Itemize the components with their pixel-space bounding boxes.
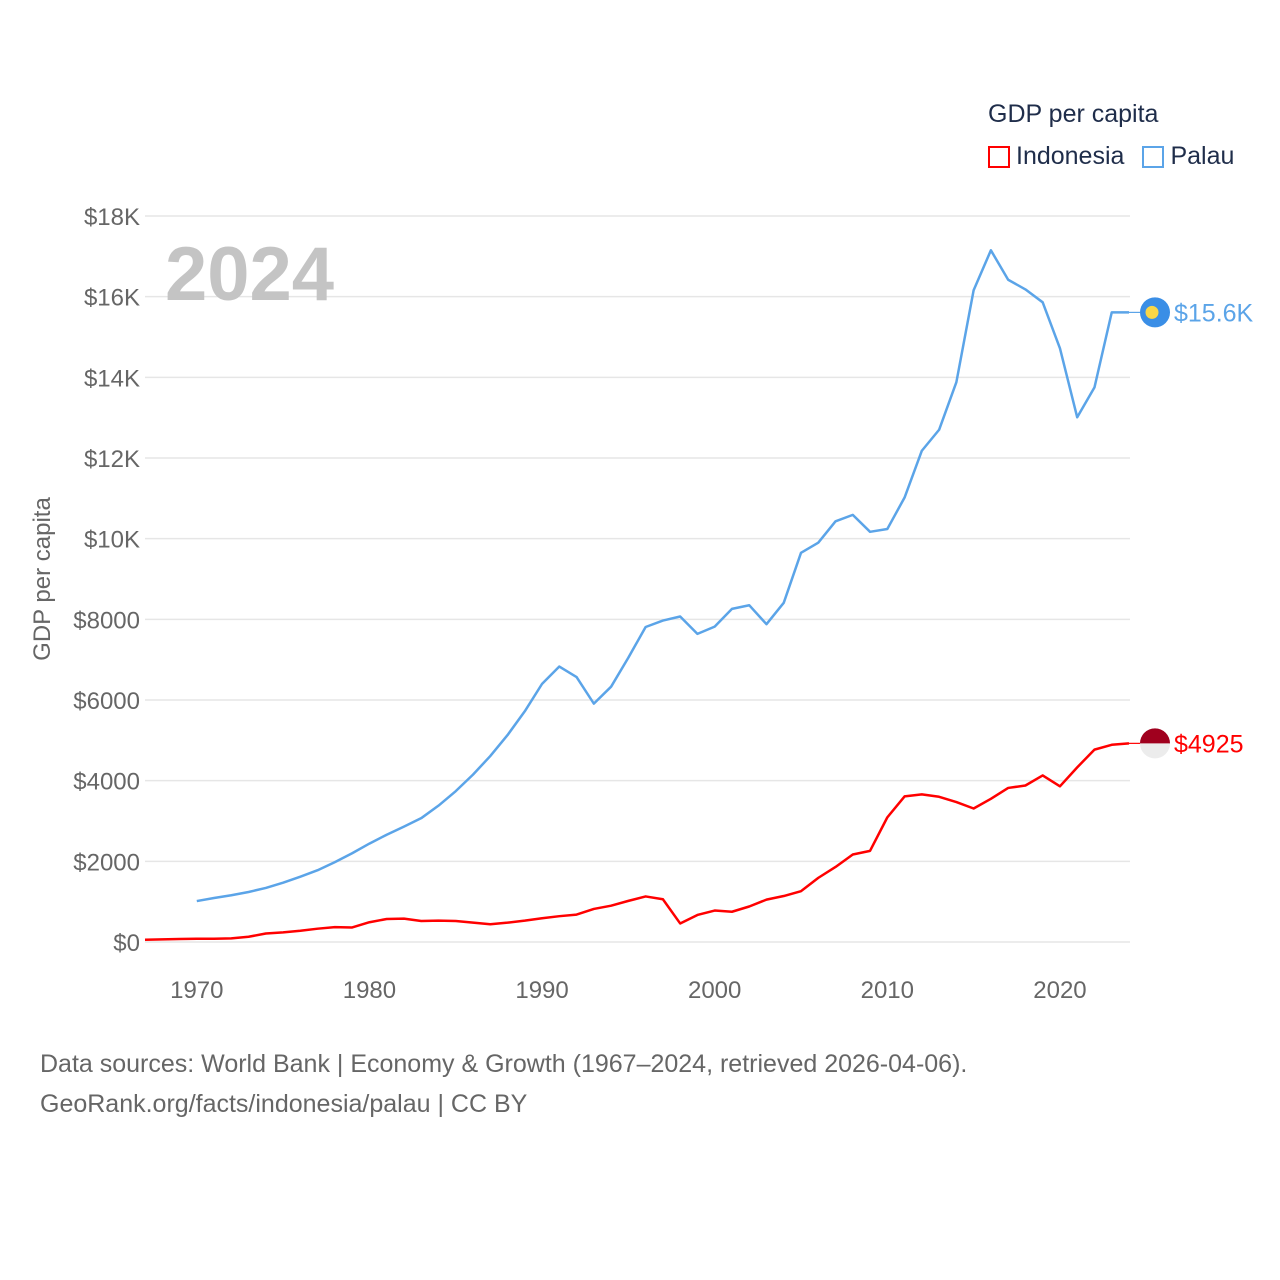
x-tick-label: 1970	[170, 977, 223, 1004]
series-line-indonesia	[144, 742, 1130, 942]
indonesia-swatch	[988, 145, 1010, 168]
y-tick-label: $0	[113, 930, 140, 957]
end-value-label: $15.6K	[1174, 299, 1254, 327]
legend-label: Indonesia	[1016, 142, 1125, 170]
x-tick-label: 1990	[515, 977, 568, 1004]
y-tick-label: $16K	[84, 285, 140, 312]
y-tick-label: $6000	[73, 688, 140, 715]
y-tick-label: $8000	[73, 607, 140, 634]
legend-item-indonesia[interactable]: Indonesia	[988, 142, 1124, 171]
legend-label: Palau	[1170, 142, 1235, 170]
legend-title: GDP per capita	[988, 100, 1159, 128]
attribution: GeoRank.org/facts/indonesia/palau | CC B…	[40, 1090, 528, 1118]
y-tick-label: $2000	[73, 849, 140, 876]
y-tick-label: $4000	[73, 769, 140, 796]
data-source: Data sources: World Bank | Economy & Gro…	[40, 1050, 968, 1078]
y-tick-label: $18K	[84, 204, 140, 231]
palau-swatch	[1142, 145, 1165, 168]
indonesia-flag-red	[1140, 728, 1170, 744]
y-axis-label: GDP per capita	[29, 497, 56, 661]
y-tick-label: $12K	[84, 446, 140, 473]
year-overlay: 2024	[165, 232, 334, 317]
x-tick-label: 1980	[343, 977, 396, 1004]
palau-flag-moon	[1145, 305, 1159, 319]
series-line-palau	[196, 249, 1129, 903]
end-value-label: $4925	[1174, 730, 1244, 758]
legend-item-palau[interactable]: Palau	[1142, 142, 1234, 171]
footer: Data sources: World Bank | Economy & Gro…	[40, 1044, 967, 1124]
y-tick-label: $10K	[84, 527, 140, 554]
x-tick-label: 2020	[1033, 977, 1086, 1004]
y-tick-label: $14K	[84, 365, 140, 392]
legend: Indonesia Palau	[988, 142, 1234, 171]
x-tick-label: 2010	[861, 977, 914, 1004]
x-tick-label: 2000	[688, 977, 741, 1004]
